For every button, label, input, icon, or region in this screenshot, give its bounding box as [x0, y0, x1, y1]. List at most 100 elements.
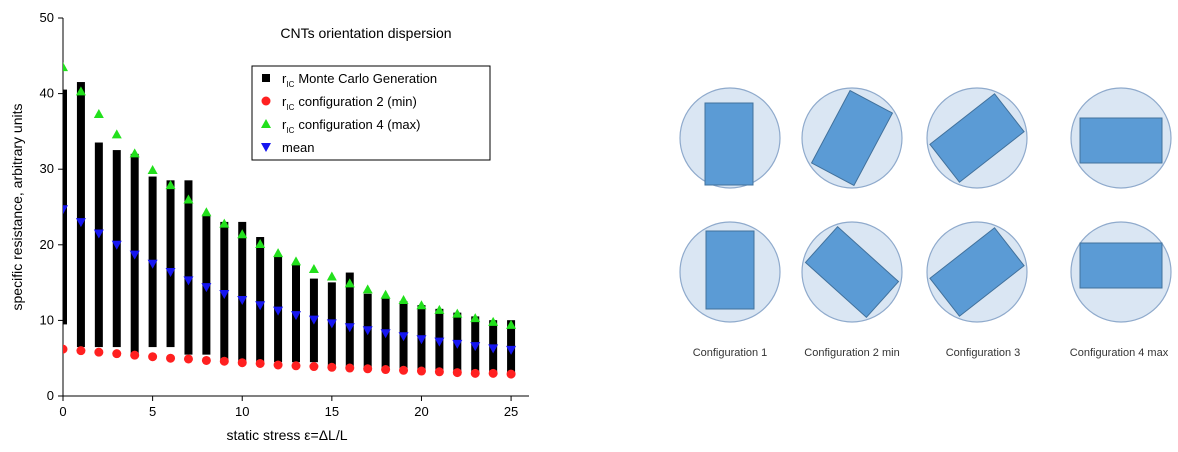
- point: [237, 229, 248, 239]
- point: [111, 129, 122, 139]
- point: [93, 229, 104, 239]
- legend-name: mean: [282, 140, 315, 155]
- point: [183, 354, 193, 364]
- legend-rest: configuration 2 (min): [298, 94, 417, 109]
- sample-range: [94, 142, 103, 348]
- plot-area: [63, 62, 517, 379]
- rectangle: [929, 227, 1025, 317]
- legend-label: rIC configuration 2 (min): [282, 94, 417, 112]
- point: [327, 362, 337, 372]
- point: [416, 366, 426, 376]
- sample-range: [238, 221, 247, 363]
- point: [255, 239, 266, 249]
- legend-name: r: [282, 94, 287, 109]
- point: [273, 248, 284, 258]
- config-label: Configuration 1: [693, 347, 768, 359]
- legend-rest: configuration 4 (max): [298, 117, 420, 132]
- point: [237, 295, 248, 305]
- point: [434, 367, 444, 377]
- sample-range: [76, 82, 85, 348]
- sample-range: [256, 237, 265, 363]
- y-tick-label: 50: [40, 10, 54, 25]
- point: [326, 271, 337, 281]
- legend-box: [251, 65, 491, 161]
- point: [63, 62, 68, 72]
- legend-rest: Monte Carlo Generation: [298, 71, 437, 86]
- point: [291, 311, 301, 321]
- point: [147, 164, 158, 174]
- point: [434, 337, 445, 347]
- point: [506, 369, 516, 379]
- point: [112, 349, 122, 359]
- point: [470, 313, 481, 323]
- point: [344, 323, 355, 333]
- point: [506, 319, 517, 329]
- point: [75, 86, 86, 96]
- point: [488, 344, 499, 354]
- x-tick-label: 25: [504, 404, 518, 419]
- point: [362, 284, 373, 294]
- rectangle: [1079, 117, 1163, 164]
- y-axis-label: specific resistance, arbitrary units: [9, 104, 25, 311]
- legend-label: rIC Monte Carlo Generation: [282, 71, 437, 89]
- point: [344, 278, 355, 288]
- point: [219, 218, 230, 228]
- legend-name: r: [282, 117, 287, 132]
- legend-sub: IC: [286, 126, 294, 135]
- y-tick-label: 20: [40, 237, 54, 252]
- chart-title: CNTs orientation dispersion: [280, 25, 451, 41]
- sample-range: [345, 272, 354, 366]
- point: [94, 347, 104, 357]
- config-label: Configuration 2 min: [804, 347, 899, 359]
- point: [273, 306, 284, 316]
- point: [93, 109, 104, 119]
- config-label: Configuration 3: [946, 347, 1021, 359]
- point: [309, 362, 319, 372]
- point: [398, 332, 409, 342]
- legend-sub: IC: [286, 103, 294, 112]
- rectangle: [929, 93, 1025, 183]
- y-tick-label: 0: [47, 388, 54, 403]
- point: [237, 358, 247, 368]
- point: [129, 148, 140, 158]
- point: [165, 180, 176, 190]
- point: [75, 218, 86, 228]
- rectangle: [704, 102, 754, 186]
- point: [148, 352, 158, 362]
- diagram: Configuration 1 Configuration 2 min Conf…: [679, 87, 1172, 359]
- point: [362, 326, 373, 336]
- point: [326, 319, 337, 329]
- point: [147, 259, 158, 269]
- point: [183, 194, 194, 204]
- point: [183, 276, 194, 286]
- sample-range: [166, 180, 175, 348]
- point: [399, 365, 409, 375]
- legend-name: r: [282, 71, 287, 86]
- point: [434, 304, 445, 314]
- point: [201, 283, 212, 293]
- point: [166, 353, 176, 363]
- legend-label: rIC configuration 4 (max): [282, 117, 420, 135]
- point: [452, 339, 463, 349]
- point: [255, 301, 266, 311]
- legend-marker: [261, 119, 271, 128]
- point: [380, 329, 391, 339]
- point: [416, 300, 427, 310]
- point: [308, 263, 319, 273]
- x-axis-label: static stress ε=ΔL/L: [226, 427, 347, 443]
- rectangle: [810, 89, 894, 187]
- point: [398, 294, 409, 304]
- x-tick-label: 0: [59, 404, 66, 419]
- config-label: Configuration 4 max: [1070, 347, 1169, 359]
- rectangle: [705, 230, 755, 310]
- legend-sub: IC: [286, 80, 294, 89]
- point: [363, 364, 373, 374]
- y-tick-label: 40: [40, 86, 54, 101]
- legend-label: mean: [282, 140, 315, 155]
- point: [201, 207, 212, 217]
- point: [416, 335, 427, 345]
- point: [255, 358, 265, 368]
- point: [291, 256, 301, 266]
- point: [273, 360, 283, 370]
